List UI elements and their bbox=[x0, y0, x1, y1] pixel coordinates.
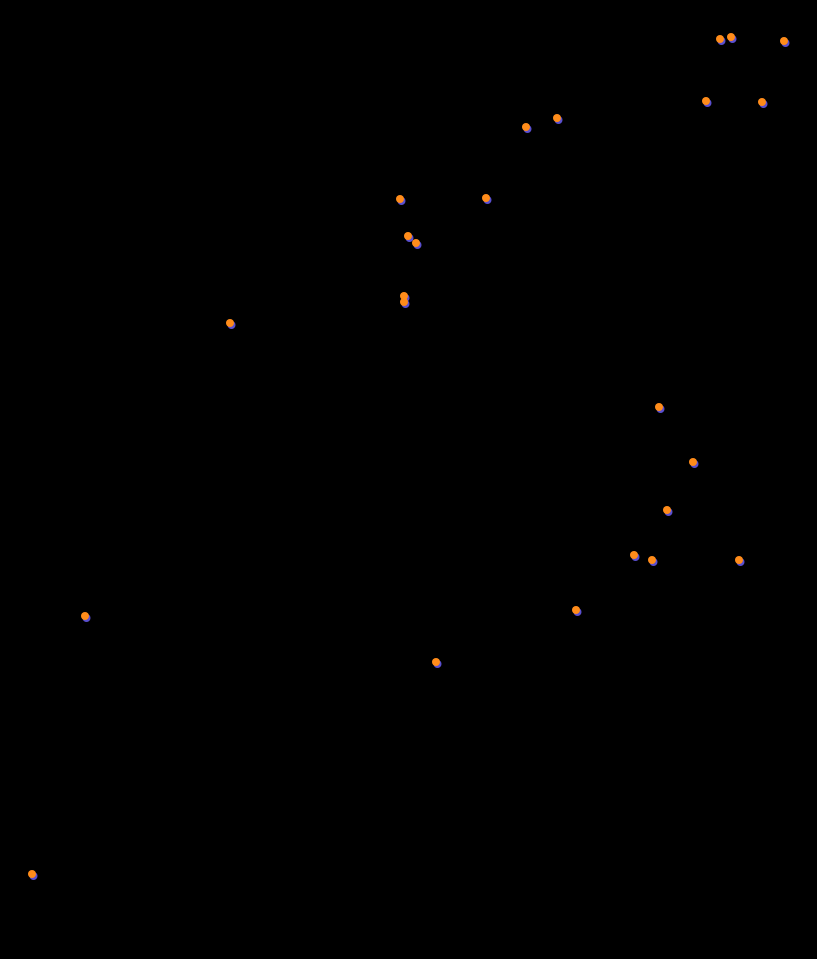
data-point bbox=[404, 232, 412, 240]
data-point bbox=[727, 33, 735, 41]
data-point bbox=[81, 612, 89, 620]
scatter-chart bbox=[0, 0, 817, 959]
data-point bbox=[226, 319, 234, 327]
data-point bbox=[663, 506, 671, 514]
data-point bbox=[735, 556, 743, 564]
data-point bbox=[716, 35, 724, 43]
data-point bbox=[400, 298, 408, 306]
data-point bbox=[522, 123, 530, 131]
data-point bbox=[655, 403, 663, 411]
data-point bbox=[482, 194, 490, 202]
chart-background bbox=[0, 0, 817, 959]
data-point bbox=[572, 606, 580, 614]
data-point bbox=[630, 551, 638, 559]
data-point bbox=[702, 97, 710, 105]
data-point bbox=[780, 37, 788, 45]
data-point bbox=[412, 239, 420, 247]
chart-canvas bbox=[0, 0, 817, 959]
data-point bbox=[28, 870, 36, 878]
data-point bbox=[648, 556, 656, 564]
data-point bbox=[432, 658, 440, 666]
data-point bbox=[396, 195, 404, 203]
data-point bbox=[553, 114, 561, 122]
data-point bbox=[689, 458, 697, 466]
data-point bbox=[758, 98, 766, 106]
